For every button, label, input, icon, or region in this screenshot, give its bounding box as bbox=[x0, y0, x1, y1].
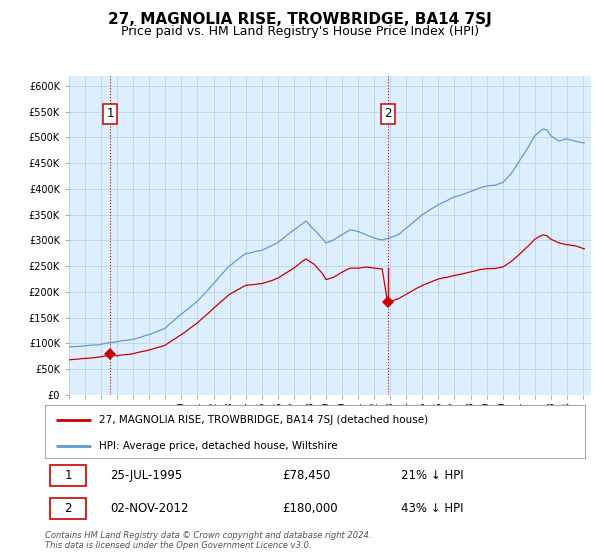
Text: Price paid vs. HM Land Registry's House Price Index (HPI): Price paid vs. HM Land Registry's House … bbox=[121, 25, 479, 38]
Text: 02-NOV-2012: 02-NOV-2012 bbox=[110, 502, 188, 515]
Text: 2: 2 bbox=[384, 108, 391, 120]
FancyBboxPatch shape bbox=[50, 498, 86, 519]
Text: HPI: Average price, detached house, Wiltshire: HPI: Average price, detached house, Wilt… bbox=[99, 441, 338, 451]
Text: £180,000: £180,000 bbox=[283, 502, 338, 515]
Text: 43% ↓ HPI: 43% ↓ HPI bbox=[401, 502, 464, 515]
Text: Contains HM Land Registry data © Crown copyright and database right 2024.
This d: Contains HM Land Registry data © Crown c… bbox=[45, 531, 371, 550]
Text: 27, MAGNOLIA RISE, TROWBRIDGE, BA14 7SJ: 27, MAGNOLIA RISE, TROWBRIDGE, BA14 7SJ bbox=[108, 12, 492, 27]
Text: 21% ↓ HPI: 21% ↓ HPI bbox=[401, 469, 464, 482]
Text: 2: 2 bbox=[64, 502, 72, 515]
Text: 25-JUL-1995: 25-JUL-1995 bbox=[110, 469, 182, 482]
Text: £78,450: £78,450 bbox=[283, 469, 331, 482]
Text: 1: 1 bbox=[64, 469, 72, 482]
Text: 1: 1 bbox=[106, 108, 114, 120]
FancyBboxPatch shape bbox=[50, 465, 86, 486]
Text: 27, MAGNOLIA RISE, TROWBRIDGE, BA14 7SJ (detached house): 27, MAGNOLIA RISE, TROWBRIDGE, BA14 7SJ … bbox=[99, 415, 428, 425]
